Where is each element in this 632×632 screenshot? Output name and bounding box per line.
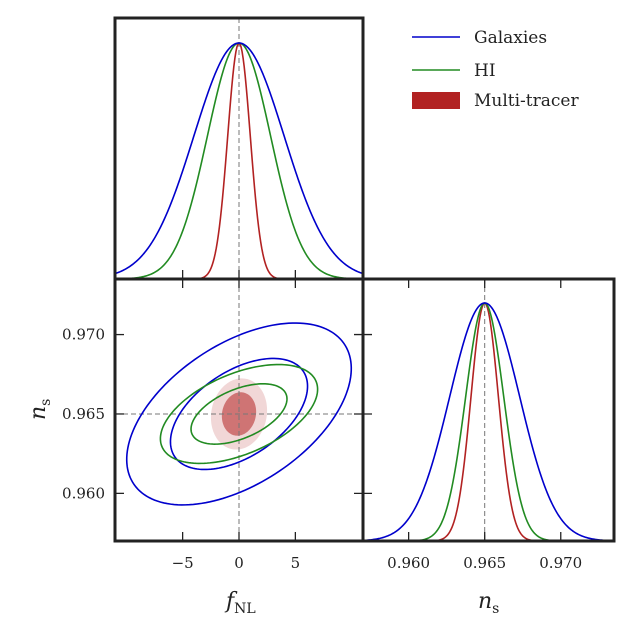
legend: Galaxies HI Multi-tracer — [412, 28, 579, 111]
fnl-tick-label-2: 5 — [291, 554, 301, 572]
ns-xtick-label-1: 0.965 — [463, 554, 506, 572]
ns-y-label-sub: s — [38, 399, 54, 406]
fnl-label-sub: NL — [234, 601, 256, 617]
fnl-marginal-panel — [115, 18, 363, 279]
ns-ytick-label-0: 0.960 — [62, 484, 105, 502]
triangle-plot: −5 0 5 0.960 0.960 0.965 0.965 0.970 0.970 fNL n… — [0, 0, 632, 632]
legend-label-galaxies: Galaxies — [474, 28, 547, 48]
x-axis-label-fnl: fNL — [224, 589, 256, 617]
ns-marginal-frame — [363, 279, 614, 541]
fnl-tick-label-1: 0 — [234, 554, 244, 572]
ns-xtick-label-0: 0.960 — [387, 554, 430, 572]
legend-label-hi: HI — [474, 61, 496, 81]
multi-tracer-ns-marginal-curve — [363, 303, 614, 541]
legend-label-multi-tracer: Multi-tracer — [474, 91, 579, 111]
x-axis-label-ns: ns — [478, 589, 499, 617]
galaxies-ns-marginal-curve — [363, 303, 614, 541]
ns-label-sub: s — [492, 601, 499, 617]
fnl-tick-label-0: −5 — [172, 554, 194, 572]
ns-marginal-panel — [363, 279, 614, 541]
legend-swatch-multi-tracer — [412, 92, 460, 109]
ns-ytick-label-2: 0.970 — [62, 326, 105, 344]
hi-ns-marginal-curve — [363, 303, 614, 541]
ns-y-label-main: n — [26, 406, 51, 420]
ns-xtick-label-2: 0.970 — [539, 554, 582, 572]
fnl-ns-contour-panel — [115, 279, 363, 541]
ns-ytick-label-1: 0.965 — [62, 405, 105, 423]
ns-label-main: n — [478, 589, 492, 614]
y-axis-label-ns: ns — [26, 399, 54, 420]
